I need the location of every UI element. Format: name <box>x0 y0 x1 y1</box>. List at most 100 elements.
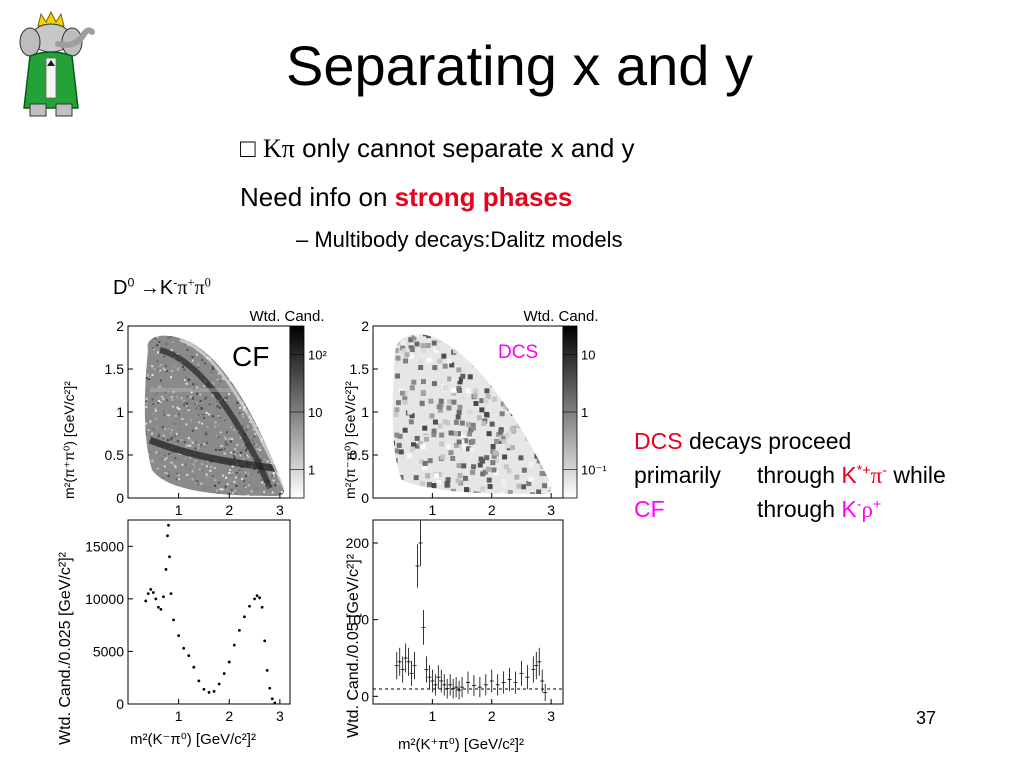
dcs-density-cell <box>484 411 490 417</box>
cf-density-cell <box>175 440 178 443</box>
cf-density-cell <box>170 437 173 440</box>
cf-density-cell <box>272 479 275 482</box>
cf-density-cell <box>189 456 192 459</box>
dcs-density-cell <box>401 340 407 346</box>
cf-density-cell <box>230 451 233 454</box>
cf-density-cell <box>254 432 257 435</box>
cf-density-cell <box>165 341 168 344</box>
cf-density-cell <box>242 458 245 461</box>
dcs-density-cell <box>439 441 445 447</box>
cf-density-cell <box>221 444 224 447</box>
dcs-density-cell <box>417 358 423 364</box>
dcs-density-cell <box>457 379 463 385</box>
dcs-density-cell <box>460 369 466 375</box>
cf-density-cell <box>219 488 222 491</box>
cf-density-cell <box>271 491 274 494</box>
cf-density-cell <box>189 355 192 358</box>
side-cf: CF <box>634 496 665 522</box>
cf-density-cell <box>202 469 205 472</box>
decay-pi1-sup: + <box>187 275 195 290</box>
cf-density-cell <box>225 431 228 434</box>
dcs-density-cell <box>432 419 438 425</box>
cf-density-cell <box>205 465 208 468</box>
dcsp-ytick-label: 100 <box>346 612 370 628</box>
dcs-density-cell <box>408 498 413 503</box>
cf-density-cell <box>222 386 225 389</box>
side-text-line3-b: through K-ρ+ <box>757 497 881 521</box>
cf-data-point <box>167 523 170 527</box>
cf-density-cell <box>156 414 159 417</box>
dcs-density-cell <box>487 483 493 489</box>
dcs-xtick-label: 2 <box>488 502 496 518</box>
cf-density-cell <box>189 439 192 442</box>
dcs-density-cell <box>491 467 497 473</box>
cf-density-cell <box>214 424 217 427</box>
cf-density-cell <box>223 419 226 422</box>
cf-density-cell <box>229 379 232 382</box>
cf-density-cell <box>170 339 173 342</box>
dcs-density-cell <box>484 388 490 394</box>
cf-density-cell <box>234 489 237 492</box>
cf-data-point <box>255 594 259 598</box>
cf-density-cell <box>211 365 214 368</box>
cf-density-cell <box>259 449 262 452</box>
cf-density-cell <box>250 490 253 493</box>
cf-density-cell <box>180 439 183 442</box>
cf-data-point <box>263 639 267 643</box>
cf-density-cell <box>145 432 148 435</box>
cf-data-point <box>265 668 269 672</box>
dcs-density-cell <box>441 353 447 359</box>
side-through-1: through <box>757 462 842 488</box>
cf-density-cell <box>199 399 202 402</box>
cf-density-cell <box>164 472 167 475</box>
dcs-projection-ylabel: Wtd. Cand./0.05 [GeV/c²]² <box>345 553 362 738</box>
cf-density-cell <box>256 426 259 429</box>
dcs-dalitz-panel: Wtd. Cand. DCS m²(π⁻π⁰) [GeV/c²]² 0 0.5 1 1… <box>342 308 607 518</box>
cf-density-cell <box>229 436 232 439</box>
cf-density-cell <box>245 494 248 496</box>
cf-density-cell <box>189 419 192 422</box>
cf-density-cell <box>241 413 244 416</box>
cf-density-cell <box>184 463 187 466</box>
cf-density-cell <box>163 338 166 341</box>
cf-ytick-label: 2 <box>116 318 124 334</box>
cf-density-cell <box>159 385 162 388</box>
dcs-density-cell <box>432 365 438 371</box>
cf-density-cell <box>151 374 154 377</box>
cf-density-cell <box>231 465 234 468</box>
dcs-density-cell <box>425 473 431 479</box>
elephant-king-logo <box>19 10 95 117</box>
cf-density-cell <box>212 368 215 371</box>
cf-density-cell <box>177 428 180 431</box>
cf-density-cell <box>247 472 250 475</box>
cf-density-cell <box>158 397 161 400</box>
cfp-ytick-label: 5000 <box>93 643 124 659</box>
cf-density-cell <box>186 395 189 398</box>
dcs-density-cell <box>489 421 495 427</box>
cf-density-cell <box>152 428 155 431</box>
cf-density-cell <box>153 378 156 381</box>
cf-density-cell <box>204 431 207 434</box>
cf-data-point <box>202 687 206 691</box>
cf-density-cell <box>181 417 184 420</box>
cf-density-cell <box>208 403 211 406</box>
cf-density-cell <box>233 480 236 483</box>
cf-density-cell <box>214 484 217 487</box>
cf-density-cell <box>146 373 149 376</box>
cf-data-point <box>273 701 277 705</box>
side-k: K <box>841 462 857 488</box>
dcs-density-cell <box>456 409 462 415</box>
cf-data-point <box>248 604 251 608</box>
cf-density-cell <box>191 470 194 473</box>
cf-density-cell <box>195 353 198 356</box>
dcs-density-cell <box>431 483 437 489</box>
dcs-density-cell <box>418 441 424 447</box>
cf-density-cell <box>170 461 173 464</box>
dcs-density-cell <box>460 373 466 379</box>
cf-projection-xlabel: m²(K⁻π⁰) [GeV/c²]² <box>130 731 256 748</box>
cf-data-point <box>260 605 264 609</box>
cf-density-cell <box>163 423 166 426</box>
dcs-ytick-label: 1.5 <box>350 361 370 377</box>
dcs-density-cell <box>442 363 448 369</box>
cf-density-cell <box>203 385 206 388</box>
